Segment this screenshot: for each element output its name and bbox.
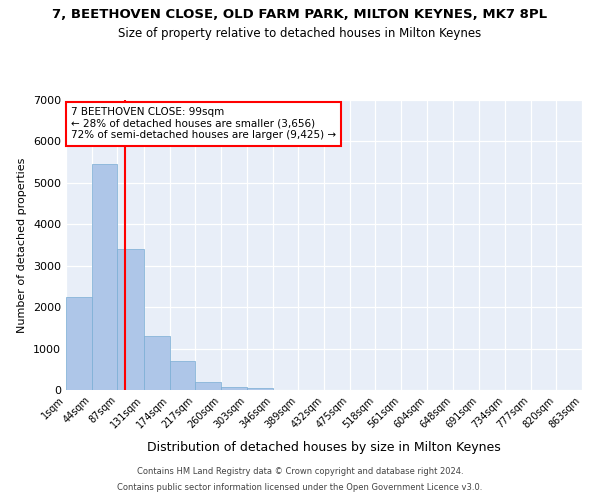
Text: Size of property relative to detached houses in Milton Keynes: Size of property relative to detached ho…	[118, 28, 482, 40]
Y-axis label: Number of detached properties: Number of detached properties	[17, 158, 28, 332]
Text: Contains HM Land Registry data © Crown copyright and database right 2024.: Contains HM Land Registry data © Crown c…	[137, 467, 463, 476]
Text: 7, BEETHOVEN CLOSE, OLD FARM PARK, MILTON KEYNES, MK7 8PL: 7, BEETHOVEN CLOSE, OLD FARM PARK, MILTO…	[52, 8, 548, 20]
Bar	[118, 249, 144, 390]
Bar	[247, 388, 272, 390]
Text: Contains public sector information licensed under the Open Government Licence v3: Contains public sector information licen…	[118, 484, 482, 492]
Bar	[66, 297, 92, 390]
Bar	[221, 386, 247, 390]
Text: 7 BEETHOVEN CLOSE: 99sqm
← 28% of detached houses are smaller (3,656)
72% of sem: 7 BEETHOVEN CLOSE: 99sqm ← 28% of detach…	[71, 108, 336, 140]
Text: Distribution of detached houses by size in Milton Keynes: Distribution of detached houses by size …	[147, 441, 501, 454]
Bar	[170, 361, 195, 390]
Bar	[195, 382, 221, 390]
Bar	[144, 336, 170, 390]
Bar	[92, 164, 118, 390]
